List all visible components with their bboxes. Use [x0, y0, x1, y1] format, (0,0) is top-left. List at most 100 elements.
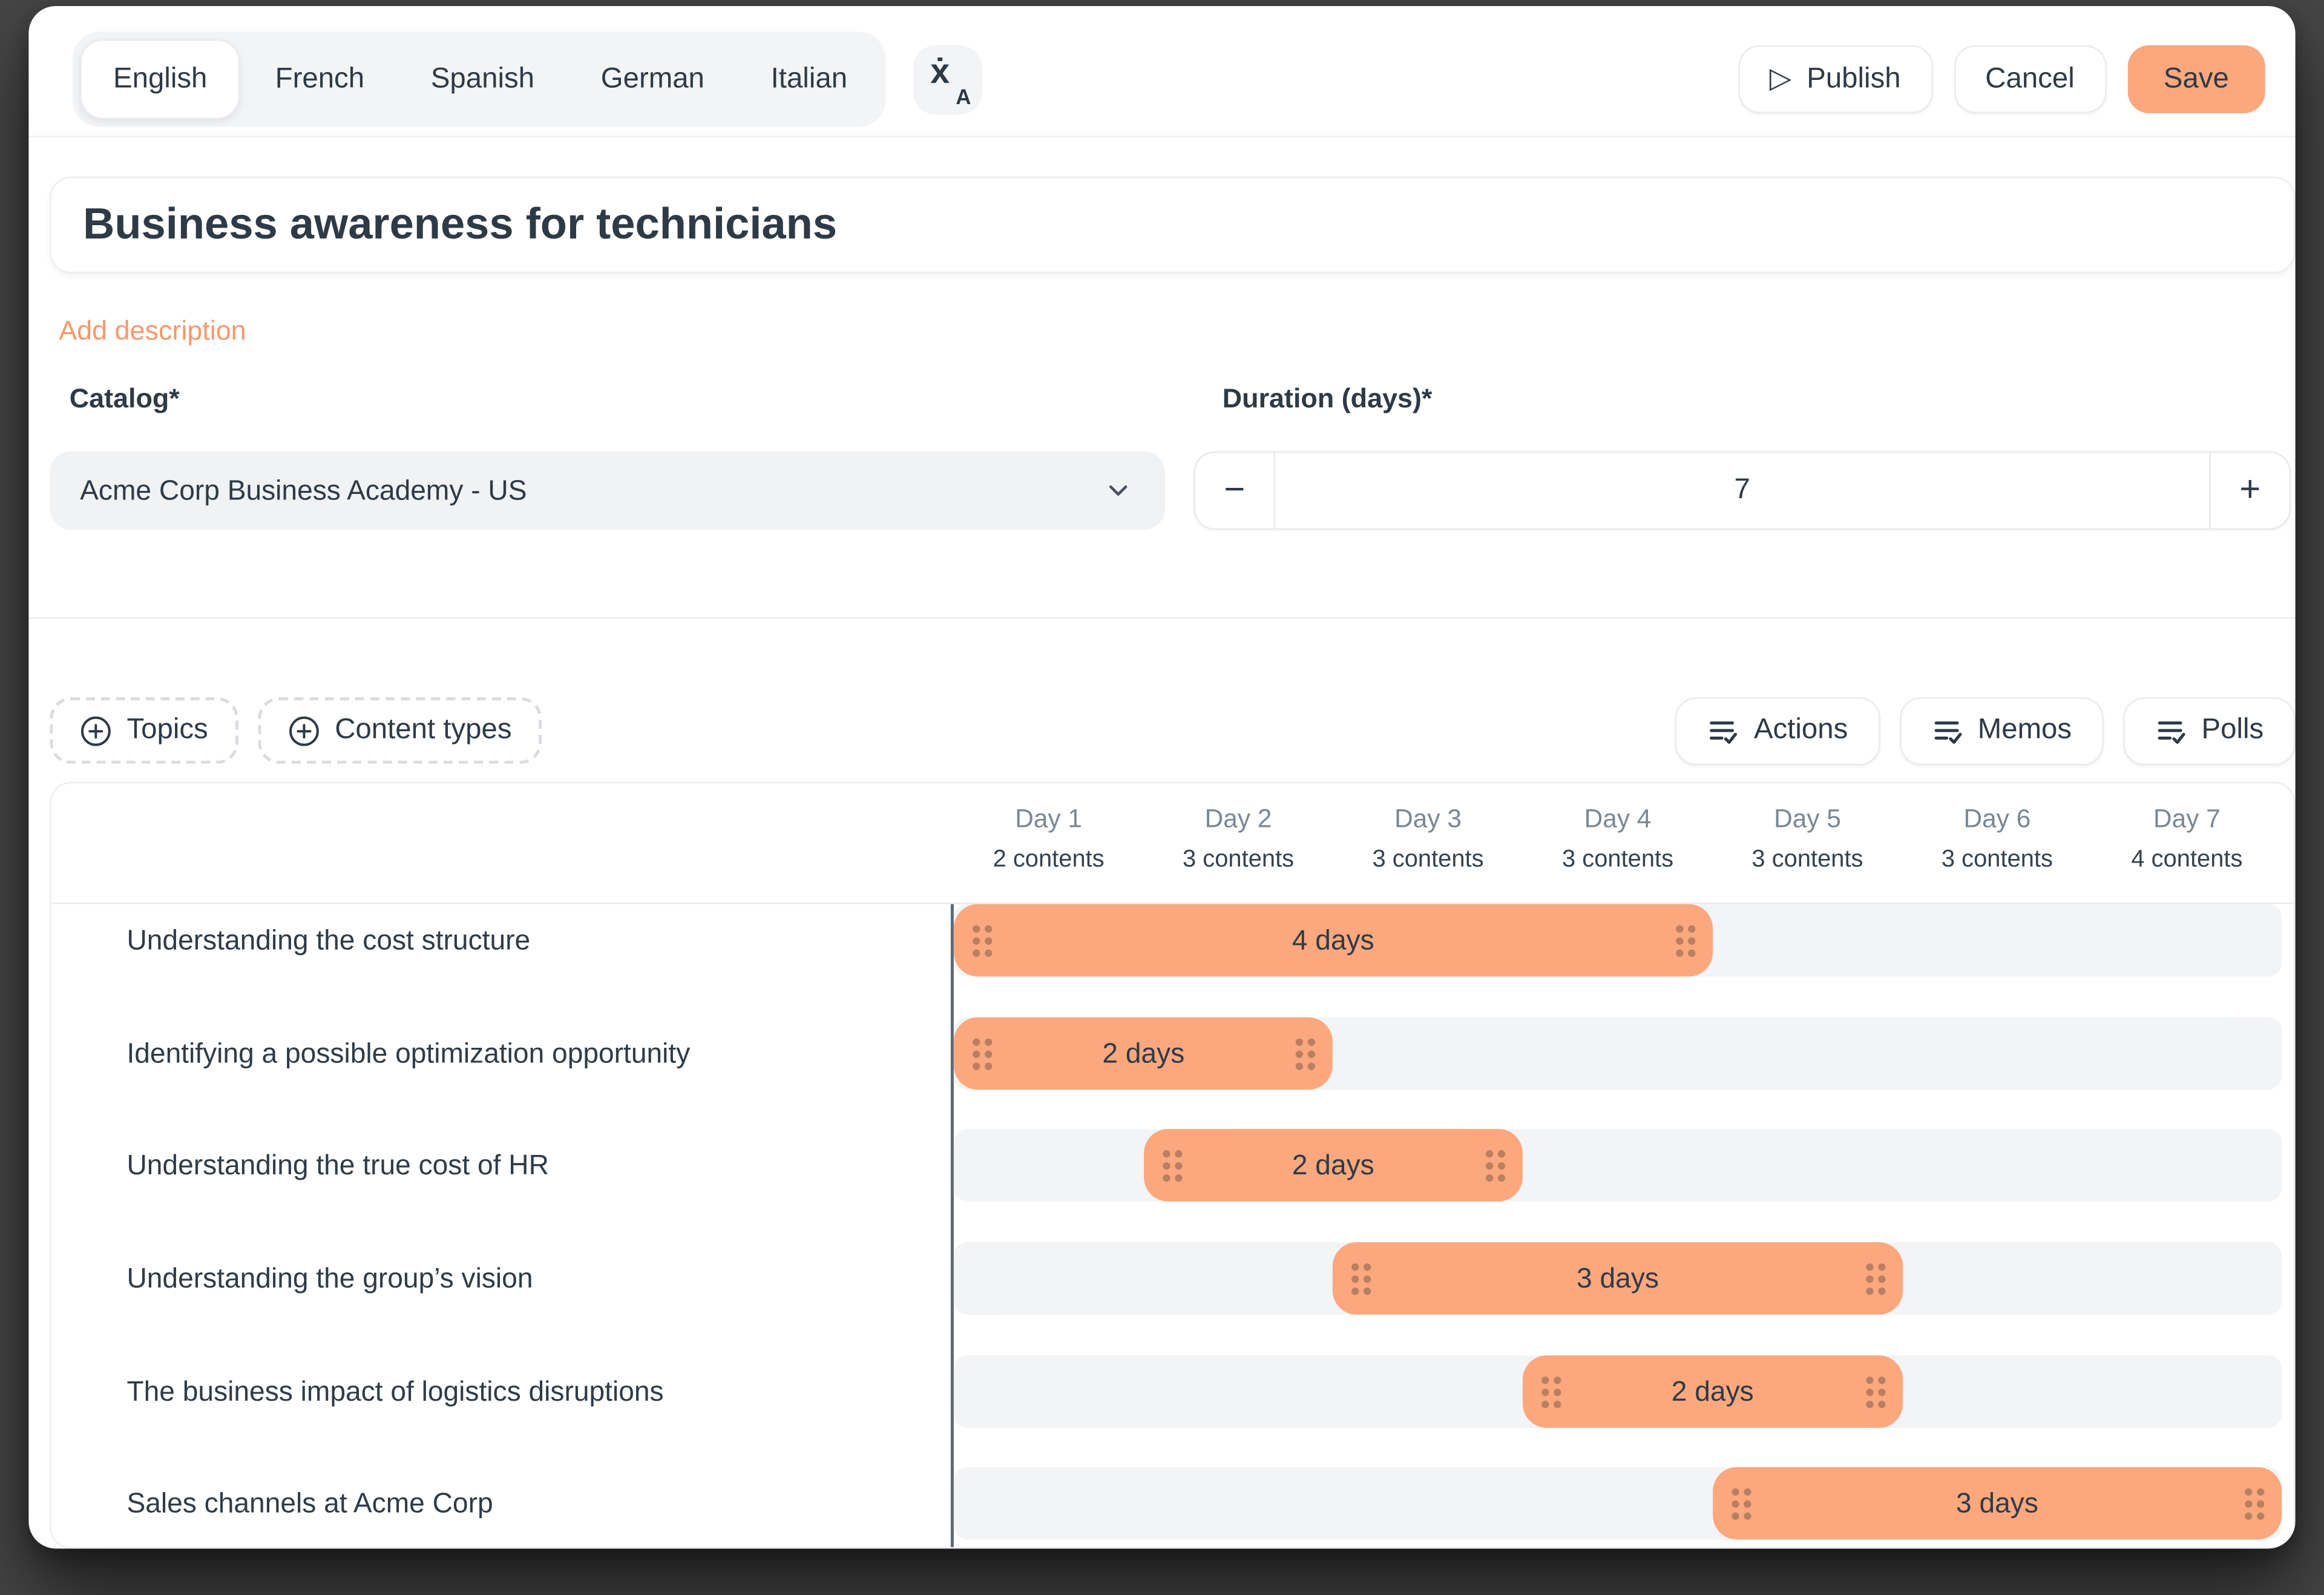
- drag-handle-icon[interactable]: [1293, 1035, 1317, 1071]
- gantt-rows: Understanding the cost structure 4 days Id…: [51, 904, 2294, 1547]
- topic-label: Identifying a possible optimization oppo…: [126, 1036, 691, 1068]
- drag-handle-icon[interactable]: [2242, 1486, 2265, 1521]
- topic-label: Sales channels at Acme Corp: [126, 1487, 493, 1519]
- language-tab-spanish[interactable]: Spanish: [430, 62, 535, 94]
- save-button[interactable]: Save: [2127, 45, 2265, 114]
- memos-label: Memos: [1977, 714, 2072, 746]
- day-header-3: Day 3 3 contents: [1333, 783, 1523, 904]
- language-tab-english[interactable]: English: [80, 39, 241, 119]
- day-header-6: Day 6 3 contents: [1902, 783, 2092, 904]
- polls-button[interactable]: Polls: [2122, 696, 2296, 765]
- duration-track: 3 days: [953, 1467, 2282, 1541]
- gantt-row: Sales channels at Acme Corp 3 days: [51, 1467, 2294, 1547]
- drag-handle-icon[interactable]: [970, 1035, 993, 1071]
- day-name: Day 7: [2153, 804, 2221, 834]
- duration-bar-label: 2 days: [1292, 1149, 1374, 1181]
- duration-bar[interactable]: 2 days: [1523, 1355, 1903, 1427]
- chevron-down-icon: [1109, 485, 1128, 496]
- list-check-icon: [1710, 720, 1738, 743]
- catalog-label: Catalog*: [69, 383, 180, 414]
- gantt-row: The business impact of logistics disrupt…: [51, 1355, 2294, 1467]
- translate-button[interactable]: ẋ A: [913, 44, 983, 114]
- language-tabs: English French Spanish German Italian: [72, 31, 887, 127]
- add-description-link[interactable]: Add description: [59, 315, 246, 346]
- duration-decrement-button[interactable]: −: [1224, 469, 1246, 510]
- duration-track: 3 days: [953, 1242, 2282, 1315]
- duration-increment-button[interactable]: +: [2239, 469, 2261, 510]
- actions-label: Actions: [1753, 714, 1848, 746]
- polls-label: Polls: [2201, 714, 2264, 746]
- duration-track: 2 days: [953, 1129, 2282, 1202]
- duration-track: 4 days: [953, 904, 2282, 977]
- plus-circle-icon: [80, 715, 111, 746]
- day-header-4: Day 4 3 contents: [1523, 783, 1712, 904]
- drag-handle-icon[interactable]: [1863, 1373, 1886, 1409]
- day-name: Day 5: [1774, 804, 1841, 834]
- day-header-row: Day 1 2 contents Day 2 3 contents Day 3 3 con…: [954, 783, 2282, 904]
- actions-button[interactable]: Actions: [1675, 696, 1880, 765]
- day-name: Day 3: [1394, 804, 1462, 834]
- day-name: Day 1: [1015, 804, 1082, 834]
- day-contents-count: 3 contents: [1561, 846, 1674, 873]
- duration-bar-label: 2 days: [1671, 1374, 1754, 1407]
- catalog-select[interactable]: Acme Corp Business Academy - US: [50, 451, 1165, 530]
- duration-bar[interactable]: 3 days: [1333, 1242, 1903, 1315]
- language-tab-italian[interactable]: Italian: [770, 62, 848, 94]
- toolbar-actions: ▷ Publish Cancel Save: [1738, 45, 2265, 114]
- duration-bar[interactable]: 3 days: [1712, 1467, 2282, 1541]
- gantt-row: Understanding the true cost of HR 2 days: [51, 1129, 2294, 1242]
- drag-handle-icon[interactable]: [1160, 1148, 1183, 1183]
- day-header-2: Day 2 3 contents: [1143, 783, 1333, 904]
- add-content-types-button[interactable]: Content types: [258, 697, 542, 764]
- gantt-row: Understanding the group’s vision 3 days: [51, 1242, 2294, 1355]
- gantt-label-divider: [950, 904, 954, 1547]
- course-title-text: Business awareness for technicians: [83, 200, 838, 249]
- duration-value[interactable]: 7: [1273, 453, 2211, 528]
- drag-handle-icon[interactable]: [1539, 1373, 1563, 1409]
- memos-button[interactable]: Memos: [1899, 696, 2104, 765]
- app-window: English French Spanish German Italian ẋ A ▷ …: [28, 5, 2296, 1549]
- plus-circle-icon: [289, 715, 319, 746]
- save-label: Save: [2163, 62, 2229, 94]
- duration-bar[interactable]: 4 days: [953, 904, 1713, 977]
- language-tab-french[interactable]: French: [275, 62, 365, 94]
- translate-icon: ẋ: [930, 50, 950, 90]
- duration-bar[interactable]: 2 days: [1143, 1129, 1523, 1202]
- publish-button[interactable]: ▷ Publish: [1738, 45, 1933, 114]
- topics-label: Topics: [126, 714, 208, 746]
- list-check-icon: [2158, 720, 2185, 743]
- duration-track: 2 days: [953, 1355, 2282, 1427]
- gantt-row: Understanding the cost structure 4 days: [51, 904, 2294, 1017]
- duration-bar-label: 3 days: [1577, 1261, 1659, 1294]
- duration-bar-label: 2 days: [1102, 1036, 1185, 1068]
- day-contents-count: 4 contents: [2131, 846, 2243, 873]
- toolbelt: Topics Content types Actions: [50, 696, 2296, 765]
- drag-handle-icon[interactable]: [1673, 922, 1696, 958]
- publish-label: Publish: [1807, 62, 1901, 94]
- drag-handle-icon[interactable]: [1350, 1261, 1373, 1296]
- day-header-5: Day 5 3 contents: [1713, 783, 1902, 904]
- course-title-input[interactable]: Business awareness for technicians: [50, 176, 2296, 274]
- drag-handle-icon[interactable]: [1863, 1261, 1886, 1296]
- duration-bar-label: 4 days: [1292, 924, 1374, 956]
- topic-label: The business impact of logistics disrupt…: [126, 1374, 664, 1407]
- translate-icon-letter: A: [956, 84, 971, 108]
- cancel-button[interactable]: Cancel: [1953, 45, 2107, 114]
- schedule-gantt: Day 1 2 contents Day 2 3 contents Day 3 3 con…: [50, 781, 2296, 1549]
- day-contents-count: 3 contents: [1751, 846, 1863, 873]
- day-contents-count: 2 contents: [993, 846, 1105, 873]
- top-toolbar: English French Spanish German Italian ẋ A ▷ …: [72, 31, 2265, 127]
- catalog-value: Acme Corp Business Academy - US: [80, 473, 527, 506]
- day-name: Day 2: [1204, 804, 1272, 834]
- add-topics-button[interactable]: Topics: [50, 697, 238, 764]
- duration-label: Duration (days)*: [1222, 383, 1433, 414]
- content-types-label: Content types: [335, 714, 512, 746]
- drag-handle-icon[interactable]: [1483, 1148, 1506, 1183]
- day-header-1: Day 1 2 contents: [954, 783, 1143, 904]
- drag-handle-icon[interactable]: [1729, 1486, 1752, 1521]
- duration-bar-label: 3 days: [1955, 1487, 2038, 1519]
- language-tab-german[interactable]: German: [600, 62, 704, 94]
- drag-handle-icon[interactable]: [970, 922, 993, 958]
- duration-bar[interactable]: 2 days: [953, 1016, 1333, 1090]
- day-name: Day 6: [1963, 804, 2031, 834]
